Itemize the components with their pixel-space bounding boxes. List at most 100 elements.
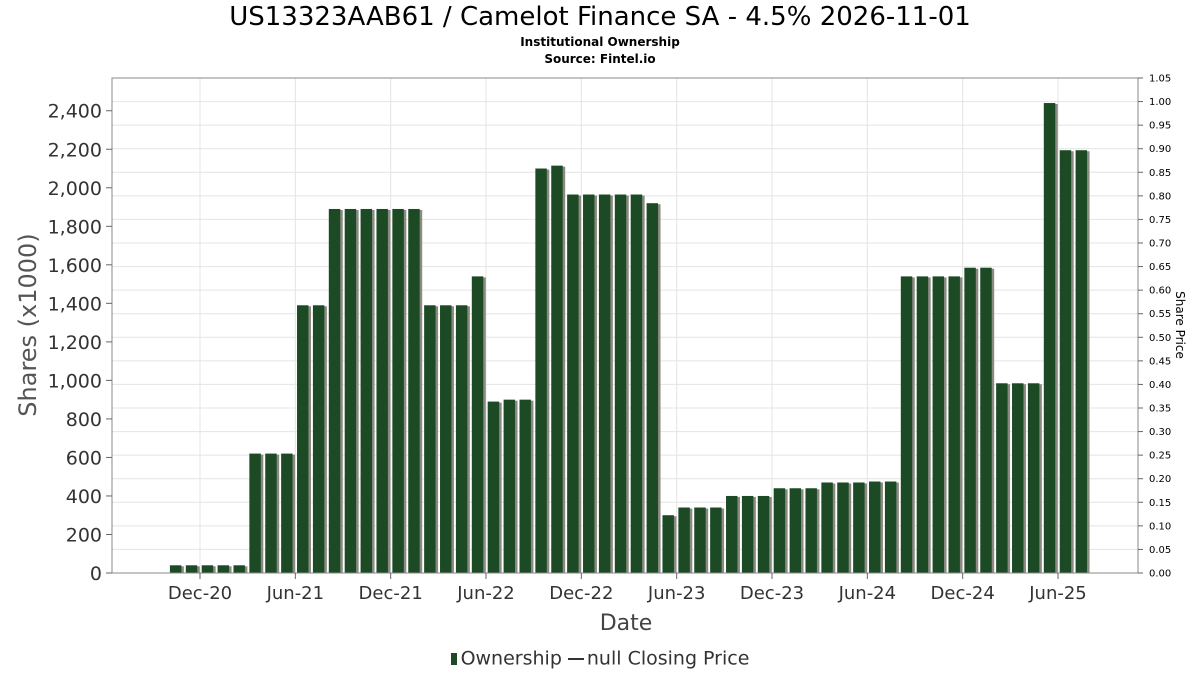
bar bbox=[503, 399, 516, 573]
bar bbox=[884, 481, 897, 573]
legend-item-closing-price: null Closing Price bbox=[586, 647, 750, 670]
bar bbox=[1012, 383, 1024, 573]
bar bbox=[519, 399, 531, 573]
x-tick-label: Dec-22 bbox=[549, 583, 613, 604]
chart-legend: Ownership null Closing Price bbox=[0, 647, 1200, 670]
y2-tick-label: 0.05 bbox=[1149, 545, 1171, 556]
bar bbox=[249, 453, 261, 573]
bar bbox=[217, 565, 230, 573]
y2-tick-label: 1.00 bbox=[1149, 97, 1171, 108]
y2-tick-label: 0.00 bbox=[1149, 569, 1171, 580]
y-tick-label: 1,800 bbox=[48, 216, 102, 238]
y-tick-label: 800 bbox=[66, 409, 102, 431]
bar bbox=[408, 208, 420, 573]
x-axis: Dec-20 Jun-21 Dec-21 Jun-22 Dec-22 Jun-23 Dec-… bbox=[168, 573, 1087, 604]
x-tick-label: Dec-23 bbox=[740, 583, 804, 604]
bar bbox=[773, 488, 786, 573]
y-tick-label: 2,200 bbox=[48, 139, 102, 161]
y-axis: 0 200 400 600 800 1,000 1,200 1,400 1,600 1,800 2,… bbox=[48, 101, 112, 585]
y-tick-label: 1,400 bbox=[48, 293, 102, 315]
x-tick-label: Dec-20 bbox=[168, 583, 232, 604]
bar bbox=[281, 453, 293, 573]
bar bbox=[948, 276, 960, 573]
bar bbox=[980, 267, 992, 573]
x-tick-label: Jun-22 bbox=[456, 583, 515, 604]
bar bbox=[392, 208, 404, 573]
y2-tick-label: 0.55 bbox=[1149, 309, 1171, 320]
chart-source: Source: Fintel.io bbox=[544, 52, 656, 66]
bar bbox=[233, 565, 245, 573]
bar bbox=[487, 401, 500, 573]
bars-layer bbox=[169, 103, 1090, 574]
bar bbox=[1075, 150, 1088, 573]
y2-tick-label: 0.90 bbox=[1149, 144, 1171, 155]
x-tick-label: Jun-23 bbox=[647, 583, 706, 604]
y-tick-label: 2,400 bbox=[48, 101, 102, 123]
y2-tick-label: 0.45 bbox=[1149, 356, 1171, 367]
bar bbox=[964, 267, 976, 573]
y2-tick-label: 0.70 bbox=[1149, 239, 1171, 250]
bar bbox=[869, 481, 881, 573]
bar bbox=[201, 565, 214, 573]
bar bbox=[598, 194, 611, 574]
bar bbox=[710, 507, 722, 573]
bar bbox=[662, 515, 674, 573]
y2-tick-label: 0.35 bbox=[1149, 404, 1171, 415]
bar bbox=[805, 488, 817, 573]
y2-tick-label: 0.85 bbox=[1149, 168, 1171, 179]
bar bbox=[265, 453, 277, 573]
bar bbox=[344, 208, 357, 573]
y2-tick-label: 0.60 bbox=[1149, 286, 1171, 297]
chart-title: US13323AAB61 / Camelot Finance SA - 4.5%… bbox=[229, 2, 971, 32]
y2-tick-label: 0.65 bbox=[1149, 262, 1171, 273]
x-tick-label: Jun-25 bbox=[1028, 583, 1087, 604]
y-tick-label: 400 bbox=[66, 486, 102, 508]
bar bbox=[630, 194, 643, 574]
ownership-legend-swatch bbox=[450, 652, 457, 665]
y2-tick-label: 0.20 bbox=[1149, 474, 1171, 485]
bar bbox=[551, 165, 563, 574]
bar bbox=[821, 482, 833, 573]
legend-item-ownership: Ownership bbox=[460, 647, 562, 670]
y-tick-label: 600 bbox=[66, 447, 102, 469]
y2-tick-label: 0.30 bbox=[1149, 427, 1171, 438]
y-tick-label: 1,200 bbox=[48, 332, 102, 354]
bar bbox=[789, 488, 802, 573]
y-tick-label: 0 bbox=[90, 563, 102, 585]
y-tick-label: 2,000 bbox=[48, 178, 102, 200]
y2-tick-label: 0.80 bbox=[1149, 191, 1171, 202]
bar bbox=[694, 507, 706, 573]
bar bbox=[376, 208, 388, 573]
bar bbox=[583, 194, 595, 574]
y2-tick-label: 1.05 bbox=[1149, 74, 1171, 85]
bar bbox=[535, 168, 547, 573]
x-tick-label: Jun-24 bbox=[838, 583, 897, 604]
bar bbox=[900, 276, 913, 573]
bar bbox=[853, 482, 865, 573]
bar bbox=[360, 208, 373, 573]
y2-tick-label: 0.50 bbox=[1149, 333, 1171, 344]
y-tick-label: 1,000 bbox=[48, 370, 102, 392]
bar bbox=[614, 194, 627, 574]
y2-tick-label: 0.40 bbox=[1149, 380, 1171, 391]
x-tick-label: Dec-21 bbox=[359, 583, 423, 604]
bar bbox=[440, 305, 452, 573]
x-axis-label: Date bbox=[600, 611, 653, 636]
bar bbox=[646, 203, 659, 573]
y2-tick-label: 0.75 bbox=[1149, 215, 1171, 226]
y2-tick-label: 0.25 bbox=[1149, 451, 1171, 462]
y2-axis: 0.00 0.05 0.10 0.15 0.20 0.25 0.30 0.35 0.40 0.45… bbox=[1138, 74, 1171, 580]
closing-price-legend-line bbox=[567, 657, 584, 660]
bar bbox=[741, 495, 754, 573]
bar bbox=[424, 305, 436, 573]
bar bbox=[1027, 383, 1040, 573]
bar bbox=[185, 565, 198, 573]
y-tick-label: 1,600 bbox=[48, 255, 102, 277]
x-tick-label: Dec-24 bbox=[931, 583, 995, 604]
bar bbox=[932, 276, 945, 573]
bar bbox=[328, 208, 341, 573]
bar bbox=[726, 495, 738, 573]
bar bbox=[837, 482, 849, 573]
y2-axis-label: Share Price bbox=[1173, 291, 1187, 359]
